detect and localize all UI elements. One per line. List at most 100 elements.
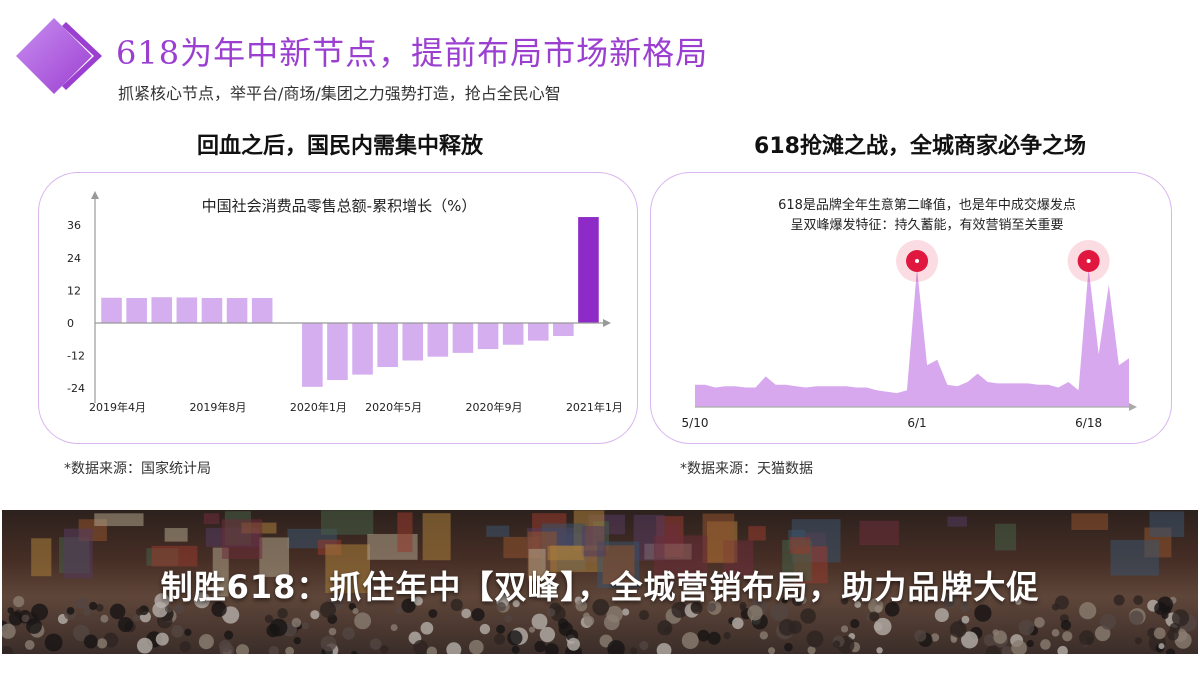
crowd-figure: [840, 625, 849, 633]
crowd-figure: [179, 641, 191, 653]
bar-2020年6月: [402, 323, 424, 361]
building-sign: [581, 526, 606, 557]
crowd-figure: [874, 617, 892, 636]
crowd-figure: [732, 617, 744, 630]
crowd-figure: [914, 629, 927, 642]
crowd-figure: [850, 619, 860, 629]
crowd-figure: [426, 646, 438, 654]
crowd-figure: [511, 645, 520, 654]
crowd-figure: [1171, 609, 1190, 627]
crowd-figure: [739, 604, 747, 611]
x-axis-arrow: [603, 319, 611, 327]
crowd-figure: [413, 596, 423, 606]
crowd-figure: [133, 614, 141, 622]
crowd-figure: [1011, 640, 1027, 654]
building-sign: [653, 535, 708, 579]
crowd-figure: [507, 630, 523, 646]
crowd-figure: [759, 631, 768, 640]
y-tick-label: -12: [67, 350, 85, 363]
crowd-figure: [24, 640, 35, 650]
bar-2020年1月: [302, 323, 323, 387]
building-sign: [221, 519, 263, 559]
crowd-figure: [884, 602, 900, 617]
crowd-figure: [291, 617, 302, 628]
crowd-figure: [781, 597, 788, 604]
crowd-figure: [198, 634, 214, 650]
crowd-figure: [1154, 602, 1167, 615]
crowd-figure: [75, 597, 87, 609]
crowd-figure: [301, 622, 309, 630]
bar-2019年5月: [126, 298, 147, 323]
crowd-figure: [697, 629, 710, 642]
crowd-figure: [985, 645, 1001, 654]
crowd-figure: [630, 647, 638, 654]
crowd-figure: [993, 630, 1007, 644]
building-sign: [397, 512, 413, 553]
crowd-figure: [747, 605, 763, 621]
retail-sales-chart-card: 中国社会消费品零售总额-累积增长（%） 36 24 12 0 -12 -24 2019年4月 2…: [38, 172, 638, 444]
bar-2020年4月: [352, 323, 373, 375]
bar-2019年4月: [101, 297, 122, 323]
crowd-figure: [7, 607, 14, 614]
crowd-figure: [639, 641, 649, 651]
crowd-figure: [671, 601, 688, 618]
crowd-figure: [268, 645, 280, 654]
bar-2020年8月: [452, 323, 474, 353]
crowd-photo-background: [2, 510, 1198, 654]
crowd-figure: [1040, 639, 1051, 650]
building-sign: [994, 523, 1017, 551]
y-tick-label: 0: [67, 317, 74, 330]
bar-2020年11月: [527, 323, 549, 341]
crowd-figure: [583, 615, 595, 627]
crowd-figure: [768, 647, 776, 654]
crowd-figure: [264, 614, 274, 624]
crowd-figure: [97, 638, 108, 649]
crowd-figure: [152, 602, 168, 618]
crowd-figure: [1057, 645, 1068, 654]
x-tick-label: 6/1: [907, 416, 926, 430]
crowd-figure: [681, 632, 699, 650]
crowd-figure: [607, 640, 625, 654]
crowd-figure: [310, 610, 320, 620]
crowd-figure: [319, 601, 337, 618]
crowd-figure: [136, 637, 153, 654]
bar-2021年1月: [578, 217, 599, 323]
crowd-figure: [174, 604, 185, 614]
crowd-figure: [544, 643, 559, 654]
crowd-figure: [961, 615, 970, 624]
banner-shade: [2, 510, 1198, 654]
bar-2020年5月: [377, 323, 398, 368]
crowd-figure: [83, 634, 98, 649]
crowd-figure: [494, 633, 506, 645]
crowd-figure: [21, 614, 30, 623]
crowd-figure: [155, 632, 169, 646]
building-sign: [164, 528, 188, 542]
crowd-figure: [770, 603, 789, 621]
bar-2019年7月: [176, 297, 198, 323]
crowd-figure: [269, 618, 288, 637]
x-tick-label: 2020年5月: [365, 400, 422, 414]
bar-2019年6月: [151, 297, 173, 323]
crowd-figure: [534, 641, 546, 653]
crowd-figure: [2, 646, 14, 654]
crowd-figure: [800, 608, 816, 624]
crowd-figure: [100, 614, 109, 623]
crowd-figure: [395, 606, 403, 615]
building-sign: [859, 520, 900, 546]
building-sign: [94, 513, 144, 527]
crowd-figure: [236, 644, 250, 654]
crowd-figure: [95, 603, 104, 612]
crowd-figure: [1134, 637, 1142, 645]
crowd-figure: [606, 605, 623, 623]
crowd-figure: [44, 633, 63, 652]
crowd-figure: [461, 608, 472, 619]
x-axis-arrow: [1129, 403, 1137, 411]
chart-title: 中国社会消费品零售总额-累积增长（%）: [202, 197, 477, 215]
crowd-figure: [109, 603, 126, 620]
page-title: 618为年中新节点，提前布局市场新格局: [116, 34, 709, 72]
crowd-figure: [164, 605, 173, 613]
crowd-figure: [26, 618, 42, 634]
crowd-figure: [960, 602, 971, 613]
y-tick-label: 24: [67, 252, 81, 265]
crowd-figure: [450, 598, 463, 612]
